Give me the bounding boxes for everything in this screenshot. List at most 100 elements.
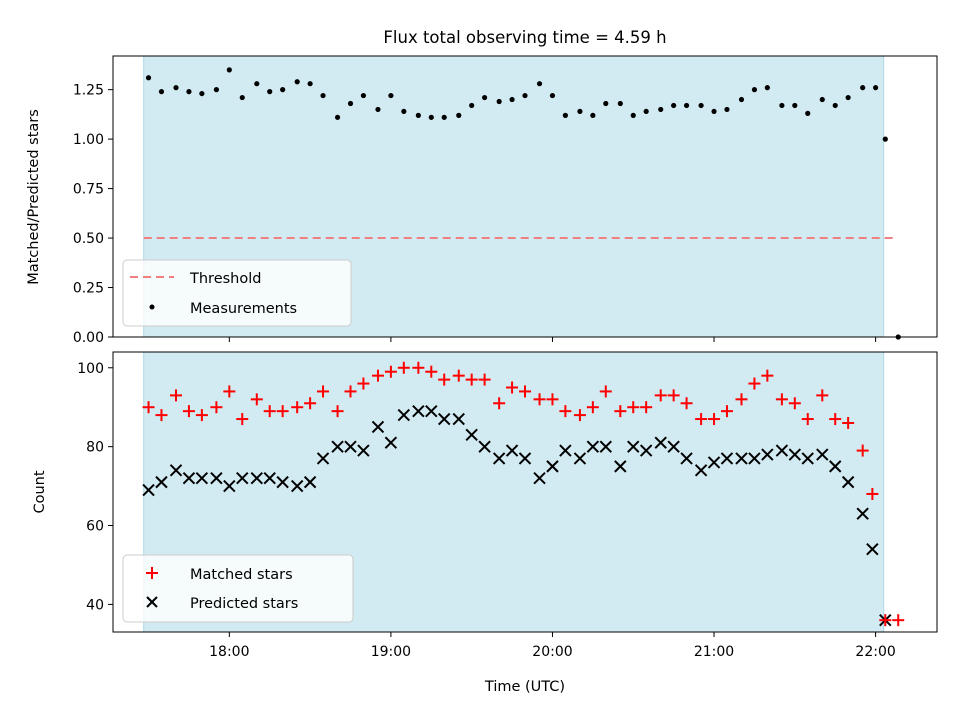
matched-star-marker	[788, 397, 801, 410]
legend-matched-swatch	[146, 567, 158, 579]
top-x-axis-ticks	[228, 337, 877, 342]
top-legend-box	[122, 259, 352, 327]
measurement-point	[496, 98, 502, 105]
legend-predicted-swatch	[146, 596, 158, 608]
measurement-point	[805, 110, 811, 116]
bottom-y-axis-ticks: 40 60 80 100	[77, 361, 113, 613]
legend-matched-label: Matched stars	[190, 567, 293, 583]
measurement-point	[469, 102, 475, 109]
predicted-star-marker	[425, 404, 438, 418]
predicted-star-marker	[384, 436, 398, 449]
measurement-point	[630, 112, 636, 118]
predicted-star-marker	[801, 452, 814, 465]
matched-star-marker	[142, 401, 155, 414]
top-axes-frame	[112, 55, 938, 338]
predicted-star-marker	[223, 479, 236, 493]
matched-star-marker	[452, 369, 465, 382]
matched-star-markers	[142, 361, 905, 627]
measurement-point	[658, 106, 664, 113]
predicted-star-marker	[816, 448, 829, 461]
matched-star-marker	[344, 385, 357, 398]
predicted-star-marker	[654, 436, 667, 449]
predicted-star-marker	[599, 440, 612, 453]
measurement-point	[199, 90, 205, 97]
predicted-star-marker	[761, 448, 774, 461]
measurement-point	[751, 87, 758, 93]
matched-star-marker	[816, 389, 829, 402]
predicted-star-marker	[263, 471, 276, 485]
measurement-point	[254, 81, 260, 87]
predicted-star-marker	[841, 475, 855, 489]
measurement-point	[522, 92, 528, 99]
matched-star-marker	[357, 377, 370, 390]
matched-star-marker	[155, 409, 168, 422]
measurement-point	[388, 92, 394, 99]
predicted-star-marker	[627, 440, 640, 453]
measurement-point	[307, 81, 313, 87]
predicted-star-marker	[559, 444, 572, 457]
top-panel: Flux total observing time = 4.59 h 0.000…	[26, 28, 938, 346]
matched-star-marker	[236, 413, 249, 426]
matched-star-marker	[317, 385, 330, 398]
x-tick-label: 19:00	[371, 644, 411, 660]
matched-star-marker	[546, 393, 559, 406]
matched-star-marker	[735, 393, 748, 406]
matched-star-marker	[397, 361, 410, 374]
predicted-star-marker	[344, 440, 357, 453]
matched-star-marker	[506, 381, 519, 394]
predicted-star-marker	[748, 452, 761, 465]
chart-title: Flux total observing time = 4.59 h	[383, 28, 666, 47]
legend-measurements-label: Measurements	[190, 301, 297, 317]
y-tick-label: 40	[86, 597, 104, 613]
predicted-star-marker	[195, 471, 209, 485]
matched-star-marker	[761, 369, 774, 382]
predicted-star-marker	[236, 471, 249, 485]
measurement-point	[671, 102, 677, 109]
matched-star-marker	[304, 397, 317, 410]
measurement-point	[213, 87, 220, 93]
matched-star-marker	[748, 377, 761, 390]
bottom-x-axis-ticks: 18:00 19:00 20:00 21:00 22:00	[209, 632, 896, 660]
predicted-star-marker	[250, 471, 264, 485]
measurement-point	[441, 114, 447, 120]
predicted-star-marker	[142, 483, 155, 497]
predicted-star-marker	[397, 408, 411, 422]
matched-star-marker	[708, 413, 721, 426]
measurement-point	[590, 112, 596, 118]
predicted-star-marker	[586, 440, 600, 453]
predicted-star-marker	[775, 444, 789, 457]
measurement-point	[873, 85, 879, 91]
x-axis-label: Time (UTC)	[484, 679, 565, 695]
top-legend: Threshold Measurements	[122, 259, 352, 327]
measurement-point	[617, 100, 623, 107]
predicted-star-marker	[694, 464, 708, 477]
measurement-point	[832, 102, 838, 109]
matched-star-marker	[667, 389, 680, 402]
y-tick-label: 1.00	[73, 132, 104, 148]
measurement-point	[792, 102, 798, 109]
predicted-star-marker	[182, 471, 196, 485]
matched-star-marker	[331, 405, 344, 418]
legend-measurements-swatch	[149, 304, 155, 310]
matched-star-marker	[425, 365, 438, 378]
matched-star-marker	[614, 405, 627, 418]
measurement-point	[536, 81, 543, 87]
matched-star-marker	[892, 614, 905, 627]
predicted-star-marker	[505, 444, 519, 457]
predicted-star-marker	[210, 471, 223, 485]
x-tick-label: 20:00	[532, 644, 572, 660]
measurement-point	[882, 136, 888, 142]
bottom-panel: 40 60 80 100 18:00 19:00 20:00 21:00 22:00 Coun…	[32, 351, 938, 695]
matched-star-marker	[842, 416, 855, 429]
measurement-point	[845, 94, 851, 101]
measurement-point	[860, 85, 866, 91]
bottom-legend-box	[122, 554, 354, 623]
matched-star-marker	[627, 401, 640, 414]
measurement-point	[683, 102, 690, 109]
matched-star-marker	[866, 487, 879, 500]
predicted-star-marker	[720, 452, 734, 465]
y-tick-label: 0.00	[73, 330, 104, 346]
matched-star-marker	[412, 361, 425, 374]
predicted-star-marker	[303, 475, 317, 489]
